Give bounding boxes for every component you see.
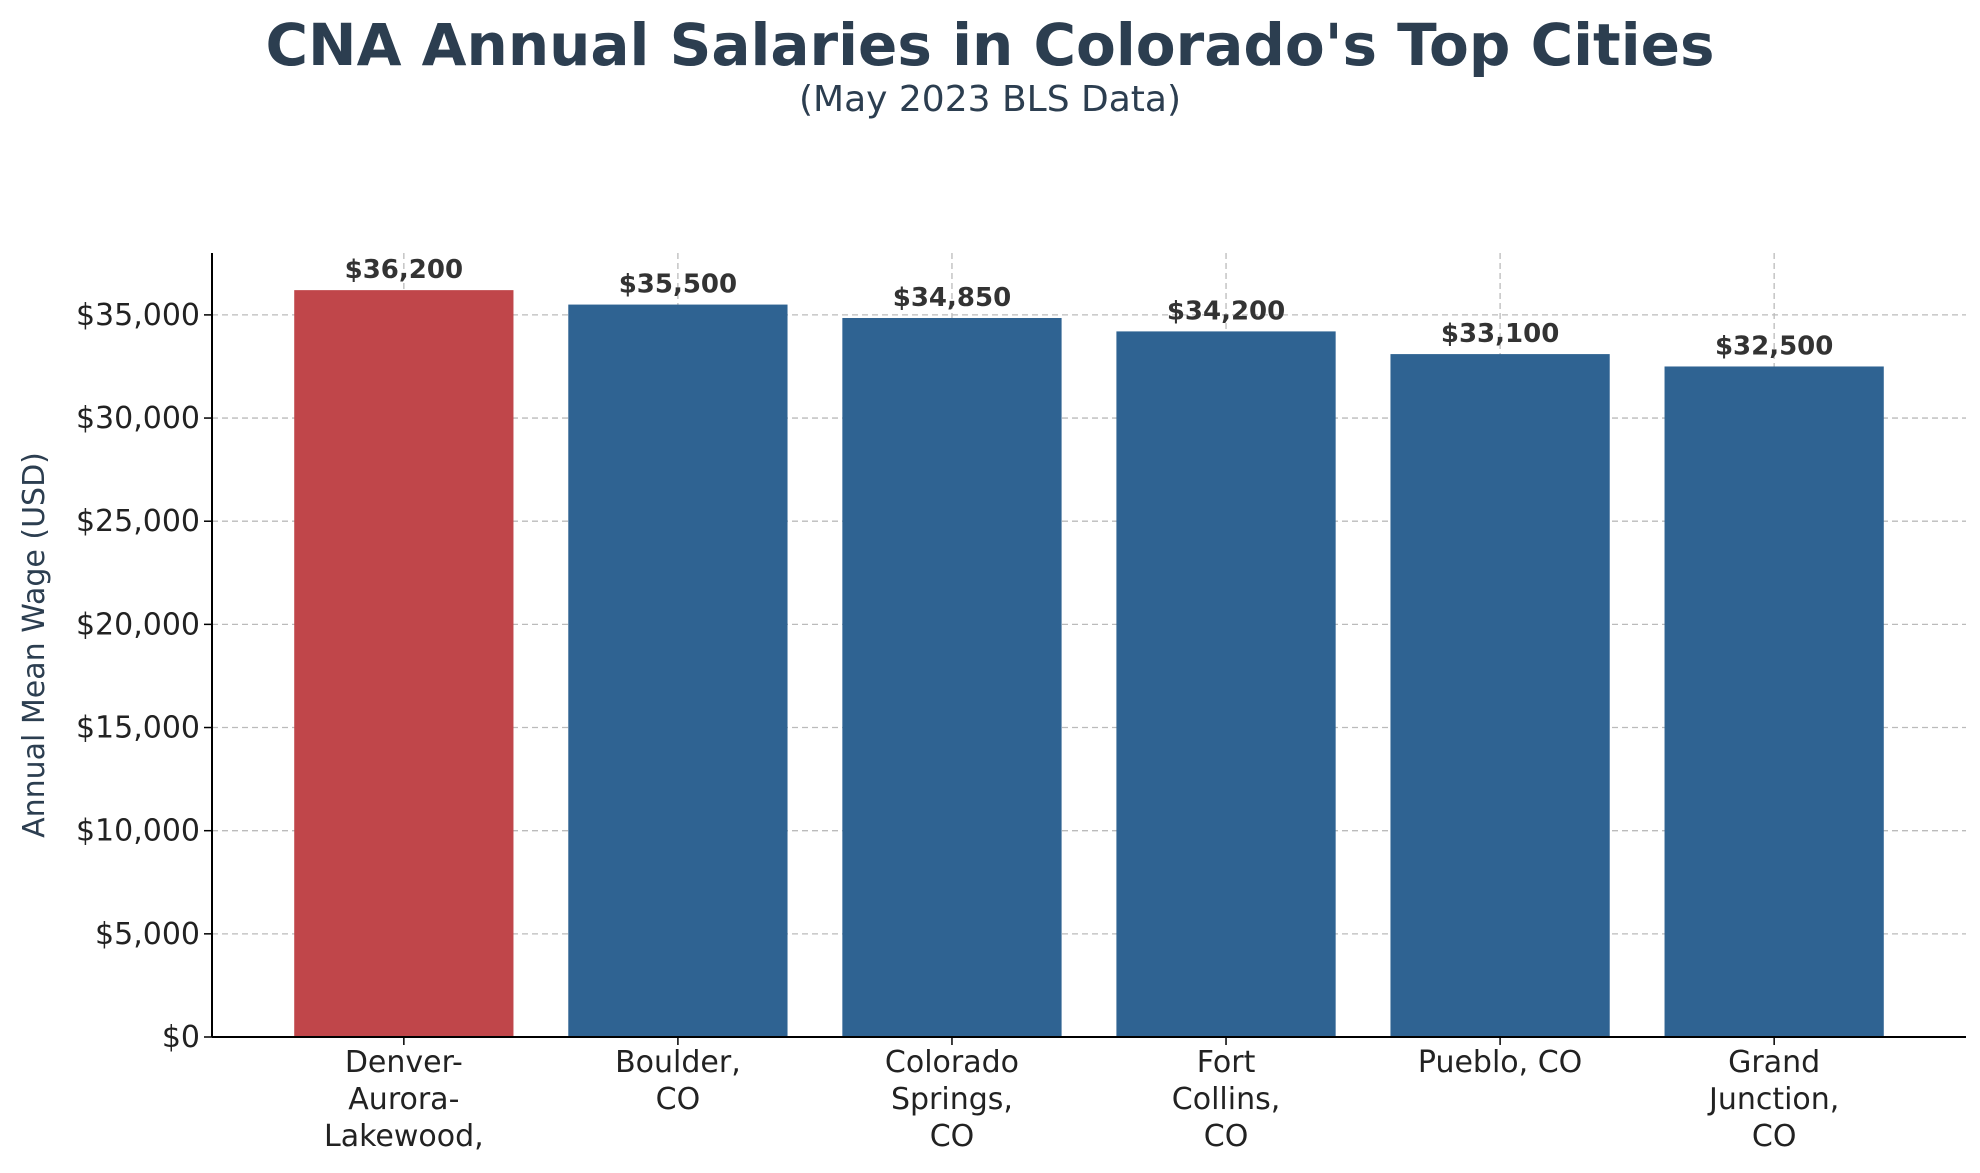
data-label: $34,850 (893, 283, 1011, 313)
axes (204, 253, 1966, 1045)
y-tick-label: $35,000 (76, 298, 200, 333)
bar (1390, 354, 1610, 1037)
bar (1116, 331, 1336, 1037)
y-tick-label: $20,000 (76, 607, 200, 642)
bar (1664, 366, 1884, 1037)
x-tick-label-line: Pueblo, CO (1418, 1045, 1582, 1080)
value-labels: $36,200 $35,500 $34,850 $34,200 $33,100 $32,5… (345, 255, 1834, 361)
chart-title: CNA Annual Salaries in Colorado's Top Ci… (265, 11, 1715, 79)
data-label: $35,500 (619, 270, 737, 300)
x-tick-labels: Denver-Aurora-Lakewood,Boulder, COColorad… (324, 1045, 1839, 1154)
chart-subtitle: (May 2023 BLS Data) (798, 79, 1182, 120)
bar (294, 290, 514, 1037)
data-label: $33,100 (1441, 319, 1559, 349)
bar (842, 317, 1062, 1037)
bar (568, 304, 788, 1037)
x-tick-label-line: Collins, (1172, 1082, 1281, 1117)
y-tick-label: $5,000 (95, 917, 200, 952)
x-tick-label-line: CO (1204, 1119, 1249, 1154)
x-tick-label: Fort Collins, CO (1172, 1045, 1281, 1154)
data-label: $32,500 (1715, 331, 1833, 361)
y-axis-title: Annual Mean Wage (USD) (17, 452, 52, 838)
x-tick-label-line: Lakewood, (324, 1119, 484, 1154)
x-tick-label-line: Fort (1197, 1045, 1256, 1080)
y-tick-labels: $0 $5,000 $10,000 $15,000 $20,000 $25,000 $30,… (76, 298, 200, 1055)
y-tick-label: $15,000 (76, 711, 200, 746)
y-tick-label: $0 (162, 1020, 200, 1055)
x-tick-label-line: Grand (1728, 1045, 1820, 1080)
x-tick-label-line: CO (1752, 1119, 1797, 1154)
x-tick-label: Denver-Aurora-Lakewood, (324, 1045, 484, 1154)
data-label: $36,200 (345, 255, 463, 285)
x-tick-label-line: Boulder, (615, 1045, 741, 1080)
x-tick-label: Grand Junction, CO (1707, 1045, 1839, 1154)
x-tick-label-line: Denver- (345, 1045, 463, 1080)
y-tick-label: $25,000 (76, 504, 200, 539)
x-tick-label-line: CO (656, 1082, 701, 1117)
x-tick-label-line: CO (930, 1119, 975, 1154)
data-label: $34,200 (1167, 296, 1285, 326)
x-tick-label-line: Colorado (885, 1045, 1019, 1080)
x-tick-label-line: Aurora- (348, 1082, 459, 1117)
y-tick-label: $30,000 (76, 401, 200, 436)
x-tick-label: Colorado Springs, CO (885, 1045, 1019, 1154)
y-tick-label: $10,000 (76, 814, 200, 849)
x-tick-label-line: Junction, (1707, 1082, 1839, 1117)
x-tick-label: Boulder, CO (615, 1045, 741, 1117)
x-tick-label: Pueblo, CO (1418, 1045, 1582, 1080)
x-tick-label-line: Springs, (891, 1082, 1013, 1117)
bars (294, 290, 1884, 1037)
